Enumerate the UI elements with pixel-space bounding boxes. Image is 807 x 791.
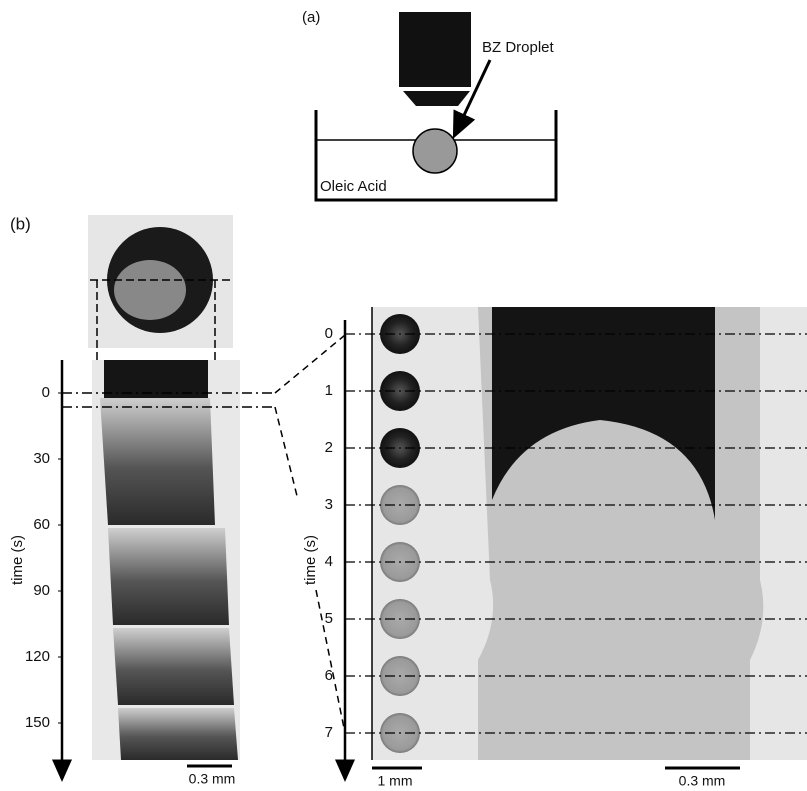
page: (a) BZ Droplet Oleic Acid (b) time (s) 0… [0,0,807,791]
tick-label: 7 [325,724,333,741]
tick-label: 0 [325,325,333,342]
panel-label: (b) [10,214,31,233]
tick-label: 30 [33,450,50,467]
tick-label: 150 [25,714,50,731]
scale-label: 1 mm [378,773,413,789]
tick-label: 120 [25,648,50,665]
kymo-band [100,398,215,525]
objective-lens [403,91,470,106]
tick-label: 1 [325,382,333,399]
kymo-band [108,528,229,625]
tick-label: 0 [42,384,50,401]
droplet-label: BZ Droplet [482,39,555,56]
axis-label: time (s) [302,535,319,585]
medium-label: Oleic Acid [320,178,387,195]
kymo-band [118,708,238,760]
tick-label: 90 [33,582,50,599]
connector-lines [275,335,345,733]
kymo-band [113,628,234,705]
scale-label: 0.3 mm [679,773,726,789]
tick-label: 3 [325,496,333,513]
scale-label: 0.3 mm [189,771,236,787]
droplet [413,129,457,173]
tick-label: 2 [325,439,333,456]
axis-label: time (s) [9,535,26,585]
tick-label: 60 [33,516,50,533]
objective [399,12,471,87]
figure: (a) BZ Droplet Oleic Acid (b) time (s) 0… [0,0,807,791]
snapshot-core [114,260,186,320]
tick-label: 5 [325,610,333,627]
tick-label: 6 [325,667,333,684]
tick-label: 4 [325,553,333,570]
panel-label: (a) [302,9,320,26]
